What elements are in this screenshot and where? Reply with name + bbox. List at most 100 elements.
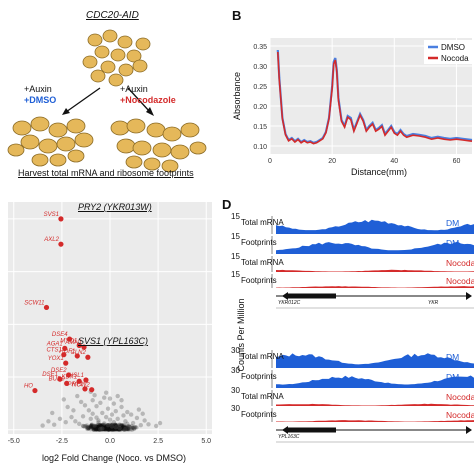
track-condition-label: DM <box>446 372 460 382</box>
y-tick-label: 0.25 <box>253 84 267 91</box>
background-point <box>89 422 94 427</box>
track-1 <box>276 241 474 254</box>
top-cell-cluster <box>82 29 151 87</box>
background-point <box>117 427 122 432</box>
background-point <box>121 425 126 430</box>
background-point <box>121 426 126 431</box>
background-point <box>118 423 123 428</box>
background-point <box>104 426 109 431</box>
background-point <box>112 426 117 431</box>
background-point <box>103 427 108 432</box>
background-point <box>82 424 87 429</box>
background-point <box>102 426 107 431</box>
background-point <box>108 427 113 432</box>
background-point <box>99 425 104 430</box>
track-ymax-label: 30 <box>231 346 240 355</box>
background-point <box>106 427 111 432</box>
background-point <box>103 427 108 432</box>
gene-label-cln2: CLN2 <box>71 350 87 356</box>
background-point <box>117 422 122 427</box>
background-point <box>95 427 100 432</box>
background-point <box>113 426 118 431</box>
background-point <box>117 422 122 427</box>
background-point <box>113 425 118 430</box>
track-label: Total mRNA <box>241 258 284 267</box>
background-point <box>103 427 108 432</box>
background-point <box>122 425 127 430</box>
background-point <box>109 426 114 431</box>
background-point <box>100 422 105 427</box>
track-1 <box>276 375 474 388</box>
legend-label-nocodazole: Nocoda <box>441 54 469 63</box>
background-point <box>119 398 124 403</box>
background-point <box>131 425 136 430</box>
background-point <box>115 427 120 432</box>
background-point <box>121 423 126 428</box>
background-point <box>122 427 127 432</box>
background-point <box>104 426 109 431</box>
background-point <box>114 424 119 429</box>
background-point <box>105 423 110 428</box>
gene-label-bud9: BUD9 <box>49 376 66 382</box>
background-point <box>104 425 109 430</box>
background-point <box>102 425 107 430</box>
background-point <box>108 425 113 430</box>
background-point <box>116 426 121 431</box>
background-point <box>129 423 134 428</box>
background-point <box>109 424 114 429</box>
background-point <box>100 423 105 428</box>
genome-browser-tracks: YKR012C YKR YPL163C <box>271 216 474 443</box>
background-point <box>110 425 115 430</box>
background-point <box>101 426 106 431</box>
background-point <box>117 424 122 429</box>
background-point <box>96 418 101 423</box>
background-point <box>109 423 114 428</box>
background-point <box>111 425 116 430</box>
background-point <box>113 426 118 431</box>
background-point <box>90 411 95 416</box>
background-point <box>98 427 103 432</box>
background-point <box>110 422 115 427</box>
background-point <box>89 424 94 429</box>
track-label: Total mRNA <box>241 352 284 361</box>
background-point <box>113 425 118 430</box>
background-point <box>109 425 114 430</box>
background-point <box>104 426 109 431</box>
y-tick-label: 0.20 <box>253 104 267 111</box>
track-2 <box>276 269 474 272</box>
gene-label-ncw2: NCW2 <box>72 383 90 389</box>
background-point <box>86 426 91 431</box>
background-point <box>94 426 99 431</box>
track-2 <box>276 403 474 406</box>
highlight-point-bud9 <box>64 380 70 386</box>
highlight-point-dse4 <box>66 336 73 342</box>
highlight-point-axl2 <box>58 241 64 247</box>
nocodazole-cell-cluster <box>110 118 207 173</box>
background-point <box>93 426 98 431</box>
gene-arrow-left <box>282 426 288 434</box>
background-point <box>109 412 115 417</box>
legend-label-dmso: DMSO <box>441 43 465 52</box>
background-point <box>108 423 113 428</box>
gene-label-dse4: DSE4 <box>52 332 68 338</box>
background-point <box>126 426 131 431</box>
background-point <box>107 427 112 432</box>
background-point <box>96 426 101 431</box>
background-point <box>116 426 121 431</box>
background-point <box>84 425 90 430</box>
background-point <box>99 424 104 429</box>
background-point <box>88 427 93 432</box>
background-point <box>132 425 138 430</box>
background-point <box>113 425 118 430</box>
background-point <box>61 397 67 402</box>
background-point <box>112 424 117 429</box>
x-tick-label: 2.5 <box>153 438 163 445</box>
background-point <box>109 422 114 427</box>
background-point <box>107 426 112 431</box>
background-point <box>124 426 129 431</box>
background-point <box>94 426 99 431</box>
background-point <box>116 426 121 431</box>
track-label: Footprints <box>241 238 277 247</box>
background-point <box>111 425 116 430</box>
background-point <box>107 426 112 431</box>
